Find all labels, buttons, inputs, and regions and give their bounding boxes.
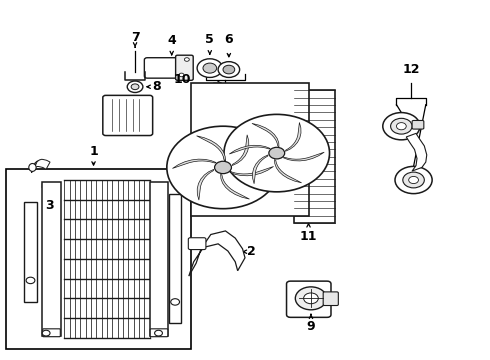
FancyBboxPatch shape <box>188 238 206 249</box>
Ellipse shape <box>29 163 36 171</box>
Text: 1: 1 <box>89 145 98 158</box>
Polygon shape <box>252 155 268 184</box>
Circle shape <box>155 330 162 336</box>
Circle shape <box>223 65 235 74</box>
Circle shape <box>26 277 35 284</box>
Text: 6: 6 <box>224 33 233 46</box>
Polygon shape <box>283 152 324 161</box>
Bar <box>294 90 335 223</box>
Polygon shape <box>197 169 214 200</box>
Bar <box>150 182 168 336</box>
Text: 2: 2 <box>247 245 256 258</box>
Bar <box>169 194 181 323</box>
Circle shape <box>203 63 217 73</box>
Text: 5: 5 <box>205 32 214 45</box>
FancyBboxPatch shape <box>287 281 331 318</box>
Circle shape <box>409 176 418 184</box>
FancyBboxPatch shape <box>412 121 424 129</box>
Circle shape <box>179 73 184 77</box>
Circle shape <box>269 147 285 159</box>
Circle shape <box>215 161 231 174</box>
Circle shape <box>304 293 318 304</box>
Polygon shape <box>232 135 249 166</box>
Circle shape <box>391 118 412 134</box>
Polygon shape <box>230 166 273 176</box>
Circle shape <box>218 62 240 77</box>
Circle shape <box>131 84 139 90</box>
Text: 10: 10 <box>174 73 191 86</box>
Circle shape <box>127 81 143 93</box>
Bar <box>42 182 61 336</box>
Circle shape <box>295 287 327 310</box>
Polygon shape <box>189 231 245 276</box>
Polygon shape <box>285 122 301 151</box>
Bar <box>24 202 37 302</box>
FancyBboxPatch shape <box>323 292 338 306</box>
Circle shape <box>197 59 222 77</box>
Circle shape <box>395 166 432 194</box>
Text: 4: 4 <box>167 34 176 47</box>
Text: 8: 8 <box>152 80 161 93</box>
Polygon shape <box>252 123 279 147</box>
Polygon shape <box>229 145 270 154</box>
Circle shape <box>184 58 189 61</box>
Text: 12: 12 <box>402 63 420 76</box>
Circle shape <box>403 172 424 188</box>
Polygon shape <box>274 159 301 183</box>
Text: 9: 9 <box>307 320 315 333</box>
Text: 7: 7 <box>131 31 140 44</box>
FancyBboxPatch shape <box>103 95 153 135</box>
FancyBboxPatch shape <box>145 58 187 78</box>
Polygon shape <box>172 159 216 168</box>
Polygon shape <box>220 174 249 199</box>
Bar <box>191 83 309 216</box>
Circle shape <box>171 299 179 305</box>
FancyBboxPatch shape <box>175 55 193 80</box>
Circle shape <box>167 126 279 209</box>
Text: 3: 3 <box>45 199 54 212</box>
Circle shape <box>42 330 50 336</box>
Bar <box>5 169 191 348</box>
Text: 11: 11 <box>300 230 317 243</box>
FancyBboxPatch shape <box>43 329 60 337</box>
Circle shape <box>383 113 420 140</box>
FancyBboxPatch shape <box>150 329 168 337</box>
Polygon shape <box>31 159 50 173</box>
Polygon shape <box>406 134 427 171</box>
Circle shape <box>396 123 406 130</box>
Polygon shape <box>196 136 225 161</box>
Circle shape <box>224 114 330 192</box>
